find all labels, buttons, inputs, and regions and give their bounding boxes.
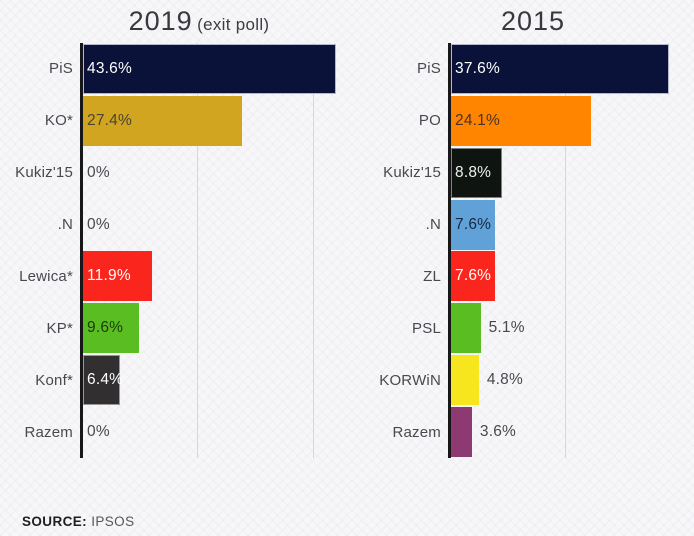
chart-year-label: 2019 [128, 6, 193, 36]
category-label: KO* [44, 112, 73, 130]
bar-row: PSL 5.1% [347, 302, 694, 354]
bar-track: 37.6% [449, 43, 694, 94]
bar [83, 303, 139, 354]
bar-row: KP* 9.6% [0, 302, 347, 354]
gridline-20pct [565, 43, 566, 458]
bar-track: 11.9% [81, 251, 347, 302]
bar-row: .N 0% [0, 199, 347, 251]
bar-row: ZL 7.6% [347, 251, 694, 303]
bar [451, 355, 479, 406]
bar-track: 8.8% [449, 147, 694, 198]
bar-rows: PiS 37.6% PO 24.1% Kukiz'15 8.8% .N 7.6% ZL 7.6% P… [347, 43, 694, 458]
bar-track: 5.1% [449, 303, 694, 354]
source-label: SOURCE: [22, 514, 88, 529]
y-axis-line [448, 43, 451, 458]
bar [451, 407, 472, 458]
value-label: 6.4% [87, 371, 124, 389]
bar [83, 95, 242, 146]
value-label: 0% [87, 423, 110, 441]
bar-row: PO 24.1% [347, 95, 694, 147]
category-label: Kukiz'15 [383, 164, 441, 182]
bar-track: 43.6% [81, 43, 347, 94]
bar [451, 303, 481, 354]
bar [83, 43, 336, 94]
source-line: SOURCE: IPSOS [22, 514, 134, 529]
category-label: Lewica* [19, 267, 73, 285]
bar [83, 355, 121, 406]
source-value: IPSOS [91, 514, 135, 529]
category-label: Kukiz'15 [15, 164, 73, 182]
bar [451, 251, 496, 302]
bar [451, 199, 496, 250]
bar-row: Razem 0% [0, 406, 347, 458]
bar-row: PiS 37.6% [347, 43, 694, 95]
bar-track: 7.6% [449, 251, 694, 302]
value-label: 27.4% [87, 111, 132, 129]
bar-track: 0% [81, 407, 347, 457]
value-label: 7.6% [455, 215, 492, 233]
category-label: .N [425, 216, 441, 234]
gridline-20pct [197, 43, 198, 458]
bar-row: KO* 27.4% [0, 95, 347, 147]
bar [451, 43, 670, 94]
bar-track: 6.4% [81, 355, 347, 406]
bar-track: 3.6% [449, 407, 694, 458]
value-label: 3.6% [479, 423, 517, 441]
bar-row: PiS 43.6% [0, 43, 347, 95]
value-label: 8.8% [455, 163, 492, 181]
bar-track: 9.6% [81, 303, 347, 354]
bar [83, 251, 153, 302]
chart-title-2015: 2015 [501, 4, 565, 43]
bar-rows: PiS 43.6% KO* 27.4% Kukiz'15 0% .N 0% Lewica* 11.… [0, 43, 347, 458]
bar [451, 147, 503, 198]
value-label: 37.6% [455, 59, 500, 77]
chart-2019: 2019 (exit poll) PiS 43.6% KO* 27.4% Kukiz'1… [0, 0, 347, 497]
bar-track: 0% [81, 148, 347, 198]
value-label: 0% [87, 163, 110, 181]
y-axis-line [80, 43, 83, 458]
bar-row: KORWiN 4.8% [347, 354, 694, 406]
bar-track: 0% [81, 200, 347, 250]
value-label: 11.9% [87, 267, 131, 285]
value-label: 43.6% [87, 59, 132, 77]
bar-row: .N 7.6% [347, 199, 694, 251]
value-label: 4.8% [486, 371, 523, 389]
gridlines-layer [347, 43, 694, 458]
bar-track: 4.8% [449, 355, 694, 406]
chart-2015: 2015 PiS 37.6% PO 24.1% Kukiz'15 8.8% .N 7.6% ZL… [347, 0, 694, 497]
gridline-40pct [313, 43, 314, 458]
chart-title-2019: 2019 (exit poll) [129, 4, 270, 43]
category-label: ZL [423, 267, 441, 285]
value-label: 9.6% [87, 319, 124, 337]
bar-row: Konf* 6.4% [0, 354, 347, 406]
category-label: Razem [24, 423, 73, 441]
bar-row: Kukiz'15 0% [0, 147, 347, 199]
bar-track: 7.6% [449, 199, 694, 250]
bar-row: Lewica* 11.9% [0, 251, 347, 303]
category-label: Razem [392, 423, 441, 441]
category-label: KORWiN [379, 371, 441, 389]
category-label: Konf* [35, 371, 73, 389]
value-label: 5.1% [488, 319, 525, 337]
chart-subtitle-label: (exit poll) [197, 15, 270, 34]
value-label: 7.6% [455, 267, 492, 285]
value-label: 24.1% [455, 111, 500, 129]
category-label: PiS [49, 60, 73, 78]
bar-row: Razem 3.6% [347, 406, 694, 458]
bar-track: 27.4% [81, 95, 347, 146]
category-label: KP* [46, 319, 73, 337]
bar-track: 24.1% [449, 95, 694, 146]
bar [451, 95, 591, 146]
chart-year-label: 2015 [500, 6, 566, 36]
category-label: PiS [417, 60, 441, 78]
category-label: PO [418, 112, 441, 130]
gridlines-layer [0, 43, 347, 458]
category-label: .N [57, 216, 73, 234]
value-label: 0% [87, 215, 110, 233]
bar-row: Kukiz'15 8.8% [347, 147, 694, 199]
category-label: PSL [412, 319, 441, 337]
